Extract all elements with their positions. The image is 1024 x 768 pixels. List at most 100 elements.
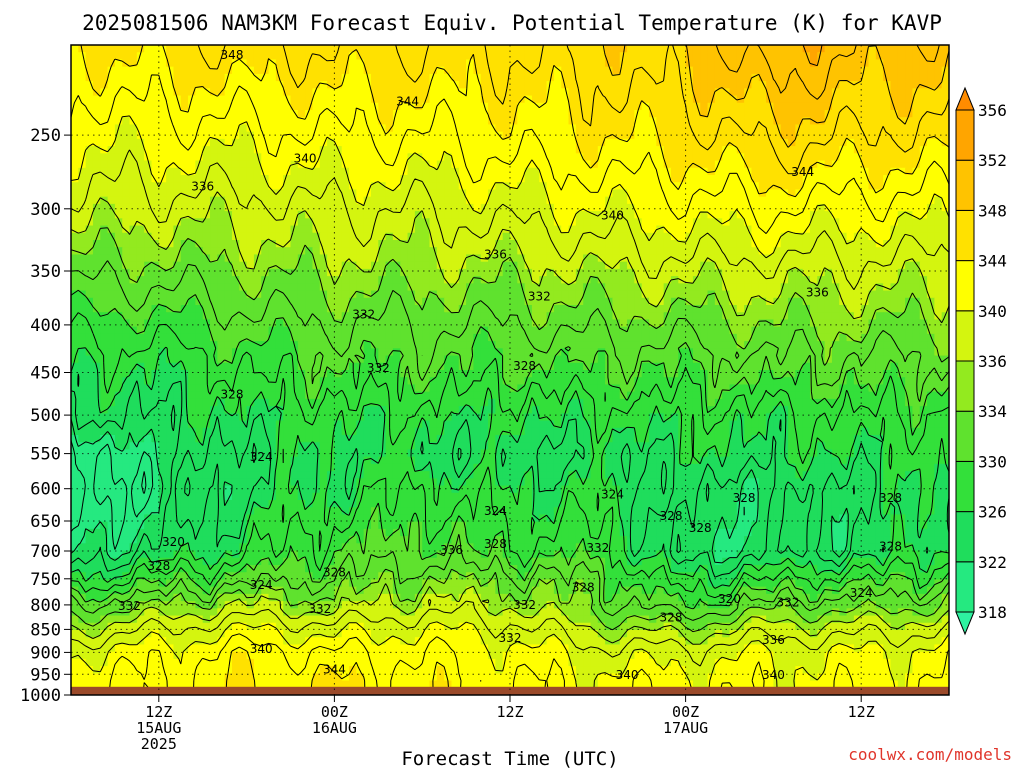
field-cell xyxy=(510,146,518,154)
field-cell xyxy=(780,95,789,104)
field-cell xyxy=(722,290,731,299)
field-cell xyxy=(714,305,723,313)
field-cell xyxy=(663,268,672,277)
field-cell xyxy=(268,117,277,126)
field-cell xyxy=(846,88,855,97)
field-cell xyxy=(392,261,401,270)
field-cell xyxy=(71,254,79,263)
field-cell xyxy=(722,326,731,335)
field-cell xyxy=(634,146,643,154)
field-cell xyxy=(422,196,431,205)
field-cell xyxy=(319,59,328,68)
field-cell xyxy=(561,218,570,227)
field-cell xyxy=(744,117,753,126)
field-cell xyxy=(817,283,826,292)
field-cell xyxy=(897,102,906,111)
field-cell xyxy=(656,319,665,328)
field-cell xyxy=(649,146,657,154)
field-cell xyxy=(444,138,453,147)
field-cell xyxy=(378,232,387,241)
field-cell xyxy=(100,276,109,284)
field-cell xyxy=(341,153,350,162)
field-cell xyxy=(173,175,182,183)
field-cell xyxy=(670,305,679,313)
field-cell xyxy=(692,254,701,263)
field-cell xyxy=(751,232,760,241)
field-cell xyxy=(539,196,548,205)
field-cell xyxy=(224,232,233,241)
field-cell xyxy=(136,59,145,68)
field-cell xyxy=(758,73,767,82)
field-cell xyxy=(71,95,79,104)
field-cell xyxy=(451,268,460,277)
field-cell xyxy=(546,52,555,61)
field-cell xyxy=(736,276,745,284)
field-cell xyxy=(553,290,562,299)
field-cell xyxy=(429,312,438,321)
field-cell xyxy=(429,160,438,169)
field-cell xyxy=(766,333,774,342)
field-cell xyxy=(327,88,335,97)
field-cell xyxy=(575,225,584,234)
field-cell xyxy=(656,81,665,89)
field-cell xyxy=(85,59,94,68)
field-cell xyxy=(202,182,211,191)
field-cell xyxy=(268,175,277,183)
field-cell xyxy=(531,203,540,212)
field-cell xyxy=(722,305,731,313)
field-cell xyxy=(392,117,401,126)
field-cell xyxy=(656,254,665,263)
field-cell xyxy=(334,153,343,162)
field-cell xyxy=(444,146,453,154)
field-cell xyxy=(166,341,175,349)
field-cell xyxy=(502,45,511,53)
field-cell xyxy=(400,276,409,284)
field-cell xyxy=(649,326,657,335)
field-cell xyxy=(202,73,211,82)
field-cell xyxy=(400,153,409,162)
field-cell xyxy=(905,268,914,277)
field-cell xyxy=(78,312,87,321)
field-cell xyxy=(502,59,511,68)
field-cell xyxy=(678,254,687,263)
field-cell xyxy=(173,290,182,299)
field-cell xyxy=(290,117,299,126)
field-cell xyxy=(561,45,570,53)
field-cell xyxy=(766,218,774,227)
field-cell xyxy=(619,247,628,256)
field-cell xyxy=(114,81,123,89)
field-cell xyxy=(239,319,248,328)
field-cell xyxy=(275,110,284,118)
field-cell xyxy=(890,73,899,82)
field-cell xyxy=(136,283,145,292)
field-cell xyxy=(429,167,438,176)
field-cell xyxy=(122,203,131,212)
field-cell xyxy=(370,59,379,68)
field-cell xyxy=(283,182,292,191)
field-cell xyxy=(495,341,504,349)
field-cell xyxy=(231,73,240,82)
field-cell xyxy=(802,312,811,321)
field-cell xyxy=(583,167,592,176)
field-cell xyxy=(356,88,365,97)
field-cell xyxy=(744,88,753,97)
field-cell xyxy=(641,254,650,263)
field-cell xyxy=(319,52,328,61)
field-cell xyxy=(85,225,94,234)
field-cell xyxy=(107,225,116,234)
field-cell xyxy=(553,81,562,89)
field-cell xyxy=(495,218,504,227)
field-cell xyxy=(407,153,416,162)
field-cell xyxy=(268,261,277,270)
field-cell xyxy=(678,95,687,104)
field-cell xyxy=(729,160,738,169)
field-cell xyxy=(583,52,592,61)
field-cell xyxy=(188,110,196,118)
field-cell xyxy=(700,254,709,263)
field-cell xyxy=(831,261,840,270)
field-cell xyxy=(466,66,475,75)
field-cell xyxy=(466,261,475,270)
field-cell xyxy=(341,283,350,292)
field-cell xyxy=(151,261,160,270)
field-cell xyxy=(488,52,496,61)
